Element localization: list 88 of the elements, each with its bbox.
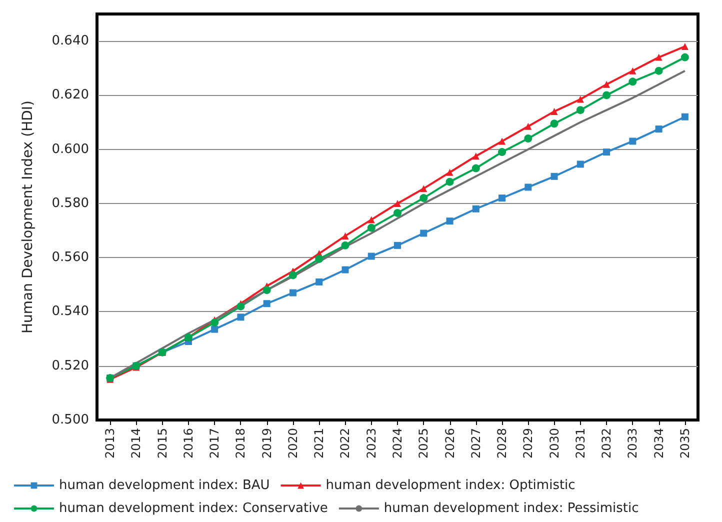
point xyxy=(263,300,270,308)
point xyxy=(446,218,454,225)
y-tick-label: 0.560 xyxy=(52,250,89,266)
x-tick-label: 2020 xyxy=(286,428,300,459)
point xyxy=(210,318,219,327)
x-tick-label: 2030 xyxy=(547,428,562,459)
point xyxy=(236,302,245,310)
x-tick-label: 2027 xyxy=(468,428,483,459)
x-tick-label: 2032 xyxy=(600,428,614,459)
point xyxy=(498,138,506,145)
point xyxy=(420,230,428,237)
x-tick-label: 2034 xyxy=(652,428,666,459)
point xyxy=(629,138,636,145)
point xyxy=(316,278,323,286)
point xyxy=(629,67,636,74)
x-tick-label: 2018 xyxy=(234,428,248,459)
x-tick-label: 2023 xyxy=(364,428,378,459)
point xyxy=(681,42,688,50)
point xyxy=(341,241,350,250)
point xyxy=(655,126,662,133)
x-tick-label: 2021 xyxy=(312,428,326,459)
point xyxy=(472,164,480,172)
point xyxy=(394,242,401,249)
x-tick-label: 2016 xyxy=(181,428,196,459)
y-axis-title: Human Development Index (HDI) xyxy=(20,100,36,334)
point xyxy=(367,224,376,232)
x-tick-label: 2013 xyxy=(103,428,118,459)
y-tick-label: 0.620 xyxy=(52,88,89,103)
x-tick-label: 2029 xyxy=(521,428,536,459)
point xyxy=(420,185,428,192)
x-tick-label: 2019 xyxy=(260,428,274,459)
point xyxy=(498,148,506,156)
point xyxy=(550,172,558,180)
point xyxy=(315,254,324,263)
point xyxy=(576,160,584,168)
point xyxy=(681,113,688,120)
x-tick-label: 2025 xyxy=(416,428,431,459)
point xyxy=(576,106,584,114)
point xyxy=(628,78,637,86)
point xyxy=(524,134,532,143)
x-tick-label: 2024 xyxy=(390,428,404,459)
point xyxy=(289,289,296,296)
x-tick-label: 2017 xyxy=(208,428,222,459)
point xyxy=(654,66,663,75)
legend-label: human development index: Pessimistic xyxy=(384,501,639,516)
legend-label: human development index: BAU xyxy=(59,478,270,493)
point xyxy=(211,326,218,333)
y-tick-label: 0.600 xyxy=(52,142,89,157)
point xyxy=(472,205,480,212)
x-tick-label: 2026 xyxy=(442,428,457,459)
point xyxy=(368,216,375,224)
point xyxy=(237,314,244,321)
point xyxy=(524,122,532,130)
point xyxy=(603,80,610,88)
point xyxy=(394,208,402,217)
y-tick-label: 0.580 xyxy=(52,196,89,211)
x-tick-label: 2031 xyxy=(573,428,588,459)
point xyxy=(576,96,584,103)
x-tick-label: 2022 xyxy=(338,428,352,459)
point xyxy=(446,178,454,186)
point xyxy=(550,108,558,115)
x-tick-label: 2015 xyxy=(155,428,170,459)
point xyxy=(420,194,428,202)
point xyxy=(288,271,297,280)
legend-label: human development index: Optimistic xyxy=(326,478,576,493)
point xyxy=(368,252,375,260)
point xyxy=(680,53,689,62)
point xyxy=(655,54,662,61)
point xyxy=(342,232,349,240)
y-tick-label: 0.520 xyxy=(52,358,89,374)
x-tick-label: 2028 xyxy=(495,428,510,459)
point xyxy=(498,194,506,202)
legend-label: human development index: Conservative xyxy=(59,501,328,516)
point xyxy=(550,120,558,128)
point xyxy=(603,148,610,156)
y-tick-label: 0.500 xyxy=(52,412,89,428)
point xyxy=(262,286,271,294)
point xyxy=(524,184,532,191)
x-tick-label: 2033 xyxy=(626,428,640,459)
point xyxy=(446,168,454,176)
point xyxy=(602,91,611,100)
point xyxy=(394,200,401,207)
x-tick-label: 2014 xyxy=(129,428,144,459)
point xyxy=(472,152,480,160)
y-tick-label: 0.540 xyxy=(52,304,89,320)
x-tick-label: 2035 xyxy=(678,428,692,459)
y-tick-label: 0.640 xyxy=(52,34,89,49)
point xyxy=(342,266,349,274)
